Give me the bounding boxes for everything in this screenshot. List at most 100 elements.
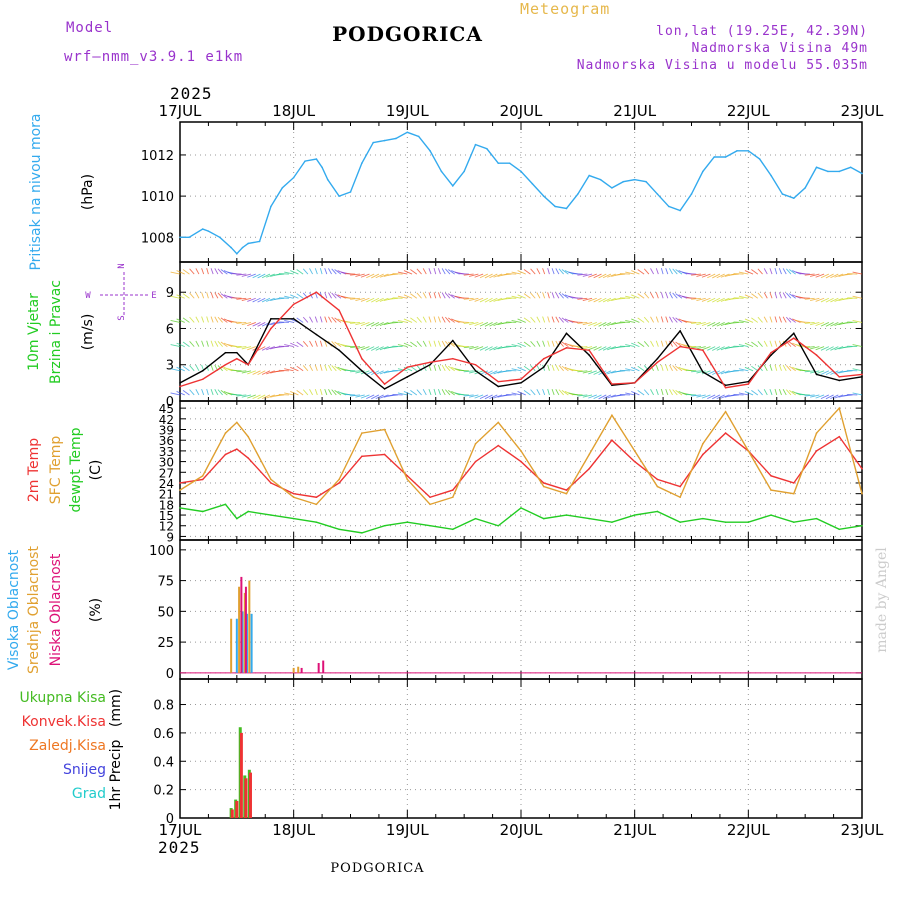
wind-arrow bbox=[655, 340, 659, 347]
pressure-point bbox=[667, 205, 670, 208]
wind-arrow bbox=[778, 364, 782, 371]
wind-arrow bbox=[274, 297, 285, 300]
wind-speed-point bbox=[793, 332, 795, 335]
wind-arrow bbox=[410, 317, 418, 323]
wind-arrow bbox=[669, 364, 673, 371]
wind-gust-point bbox=[315, 291, 318, 294]
wind-arrow bbox=[484, 370, 493, 376]
wind-arrow bbox=[558, 389, 564, 396]
pressure-point bbox=[440, 170, 443, 173]
wind-arrow bbox=[582, 321, 593, 326]
wind-arrow bbox=[360, 297, 370, 302]
wind-arrow bbox=[825, 273, 834, 279]
precip-unit-label: (mm) bbox=[108, 689, 124, 727]
wind-arrow bbox=[588, 346, 597, 351]
wind-arrow bbox=[501, 370, 512, 373]
wind-arrow bbox=[210, 316, 214, 323]
wind-arrow bbox=[696, 394, 706, 398]
x-tick-label-bottom: 20JUL bbox=[500, 821, 543, 839]
wind-arrow bbox=[284, 344, 294, 348]
wind-arrow bbox=[479, 370, 489, 375]
wind-arrow bbox=[501, 346, 512, 349]
wind-arrow bbox=[582, 346, 593, 350]
x-tick-label-top: 23JUL bbox=[841, 102, 884, 120]
wind-arrow bbox=[577, 297, 588, 300]
wind-arrow bbox=[437, 364, 441, 371]
temp-temp2m-point bbox=[338, 482, 340, 484]
wind-arrow bbox=[763, 364, 768, 371]
wind-arrow bbox=[602, 346, 612, 351]
wind-gust-group bbox=[179, 291, 863, 389]
pressure-group bbox=[179, 131, 863, 255]
pressure-point bbox=[599, 178, 602, 181]
wind-arrow bbox=[334, 317, 342, 323]
wind-arrow bbox=[397, 319, 408, 323]
wind-arrow bbox=[738, 344, 749, 348]
wind-arrow bbox=[463, 273, 474, 276]
wind-gust-point bbox=[474, 363, 477, 366]
wind-arrow bbox=[309, 316, 314, 323]
wind-arrow bbox=[170, 295, 181, 299]
temp-temp2m-point bbox=[247, 457, 249, 459]
wind-arrow bbox=[536, 268, 541, 275]
temp-temp2m-point bbox=[588, 467, 590, 470]
pressure-point bbox=[230, 246, 232, 249]
pressure-point bbox=[326, 178, 329, 181]
wind-arrow bbox=[582, 297, 593, 301]
wind-arrow bbox=[536, 340, 541, 347]
wind-gust-point bbox=[679, 345, 681, 348]
wind-arrow bbox=[493, 297, 503, 302]
wind-arrow bbox=[290, 294, 299, 299]
wind-speed-point bbox=[292, 318, 295, 320]
x-tick-label-top: 19JUL bbox=[386, 102, 429, 120]
model-name: wrf—nmm_v3.9.1 e1km bbox=[64, 49, 244, 65]
x-tick-label-top: 21JUL bbox=[613, 102, 656, 120]
temp-sfc-point bbox=[724, 410, 727, 413]
wind-arrow bbox=[738, 319, 749, 323]
wind-arrow bbox=[261, 273, 271, 279]
wind-arrow bbox=[675, 341, 683, 347]
wind-speed-point bbox=[236, 351, 238, 354]
wind-arrow bbox=[720, 273, 730, 278]
wind-arrow bbox=[236, 370, 247, 373]
wind-arrow bbox=[511, 319, 522, 323]
wind-gust-point bbox=[588, 349, 590, 352]
wind-arrow bbox=[825, 394, 834, 400]
x-tick-label-bottom: 23JUL bbox=[841, 821, 884, 839]
y-tick-label: 18 bbox=[159, 498, 174, 512]
wind-arrow bbox=[479, 273, 489, 279]
wind-arrow bbox=[360, 394, 370, 399]
wind-arrow bbox=[290, 270, 299, 275]
wind-arrow bbox=[479, 297, 489, 303]
wind-arrow bbox=[296, 293, 304, 299]
wind-arrow bbox=[707, 346, 716, 351]
wind-arrow bbox=[176, 366, 185, 372]
wind-arrow bbox=[189, 292, 195, 299]
wind-arrow bbox=[555, 364, 560, 371]
wind-arrow bbox=[206, 292, 209, 299]
wind-arrow bbox=[241, 346, 252, 350]
x-tick-label-bottom: 21JUL bbox=[613, 821, 656, 839]
wind-arrow bbox=[785, 316, 792, 323]
wind-arrow bbox=[669, 316, 673, 323]
wind-arrow bbox=[448, 269, 455, 275]
wind-arrow bbox=[236, 346, 247, 349]
pressure-axis-title: Pritisak na nivou mora bbox=[28, 113, 44, 270]
wind-arrow bbox=[479, 322, 489, 327]
wind-arrow bbox=[675, 293, 683, 299]
wind-speed-point bbox=[406, 376, 409, 378]
wind-arrow bbox=[785, 292, 792, 299]
wind-arrow bbox=[789, 269, 796, 275]
precip-bar bbox=[248, 772, 252, 818]
wind-arrow bbox=[469, 321, 479, 326]
wind-arrow bbox=[852, 368, 863, 372]
temp-dew-point bbox=[702, 517, 704, 520]
y-tick-label: 75 bbox=[157, 575, 174, 590]
wind-arrow bbox=[489, 370, 498, 375]
temp-sfc-point bbox=[224, 432, 227, 434]
cloud-bar bbox=[300, 667, 303, 673]
wind-arrow bbox=[266, 346, 275, 351]
wind-arrow bbox=[331, 389, 337, 396]
wind-arrow bbox=[484, 322, 493, 327]
wind-arrow bbox=[815, 273, 825, 278]
